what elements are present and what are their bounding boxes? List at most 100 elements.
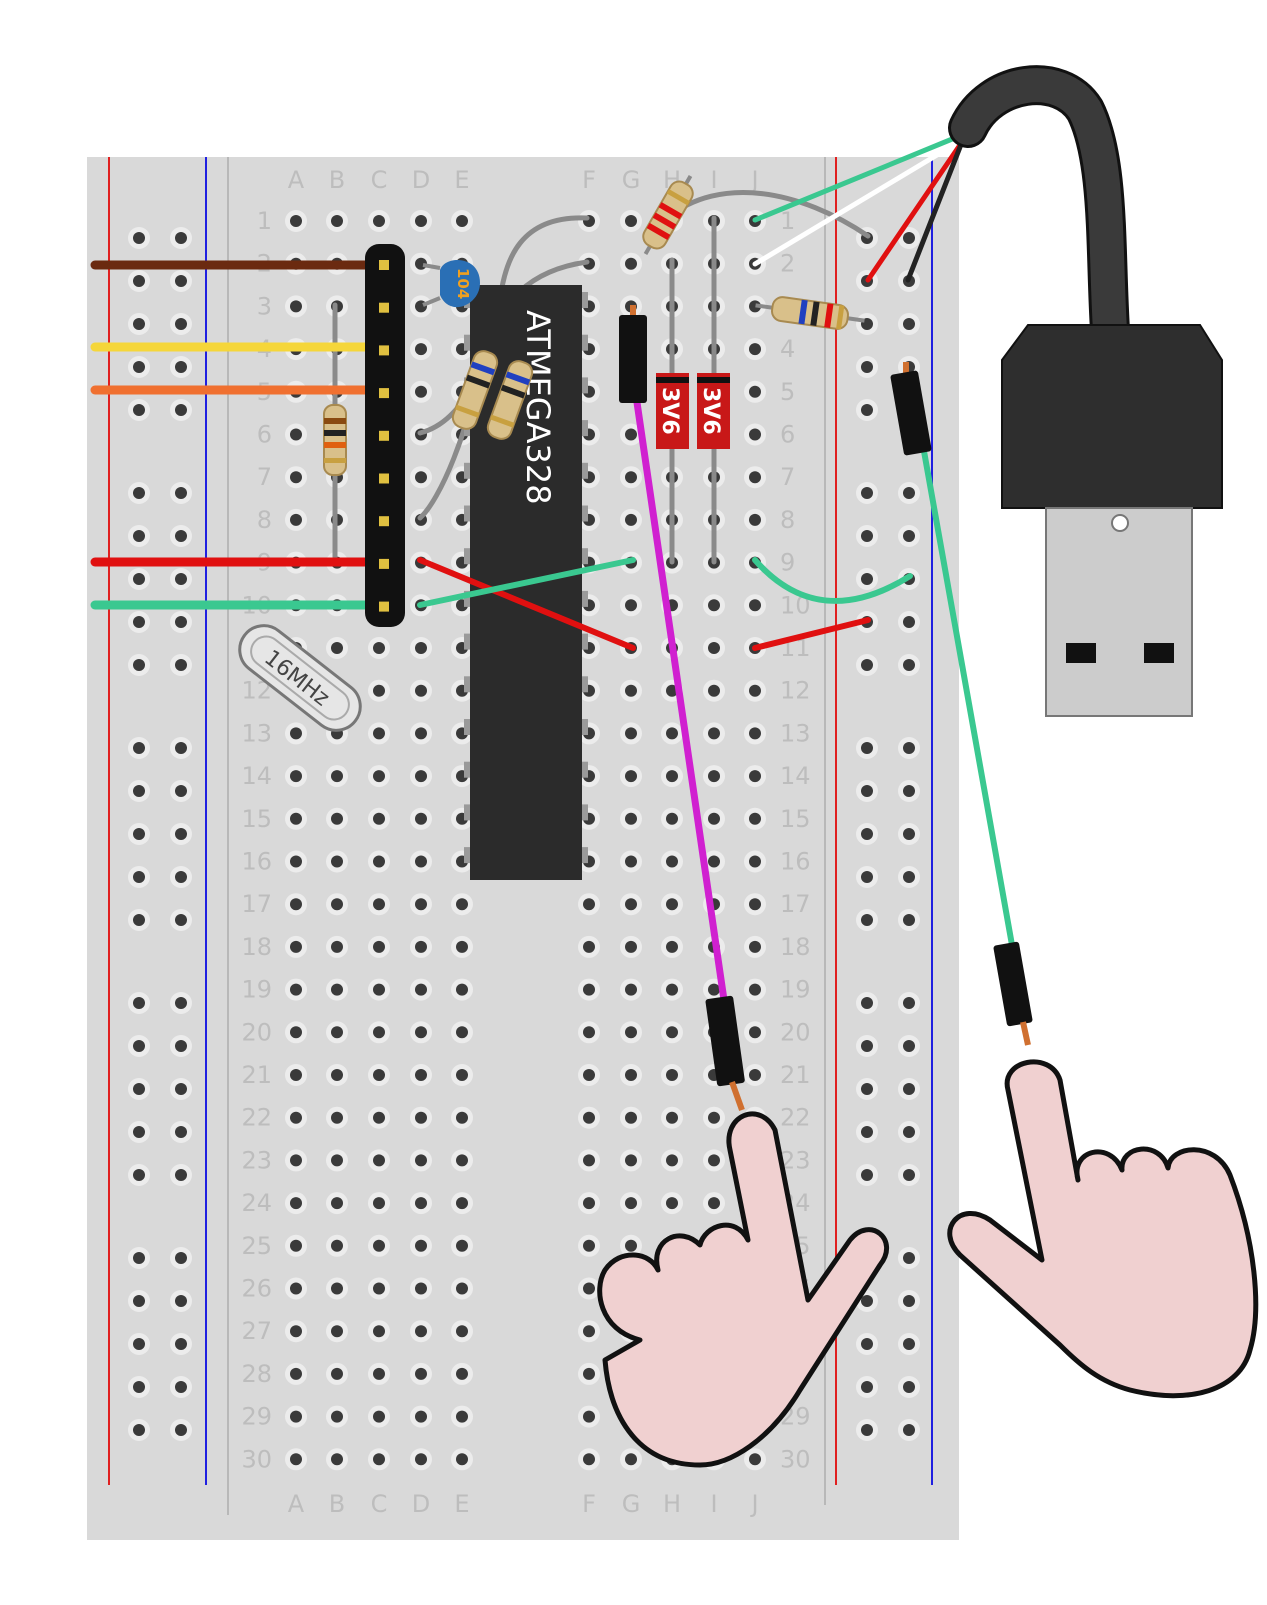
- rail-hole: [128, 1419, 150, 1441]
- row-label-left: 8: [257, 506, 272, 534]
- row-label-right: 1: [780, 207, 795, 235]
- hole: [285, 722, 307, 745]
- hole: [744, 466, 766, 489]
- chip-pin: [578, 377, 588, 394]
- chip-pin: [578, 462, 588, 479]
- hole: [661, 893, 683, 916]
- row-label-right: 7: [780, 463, 795, 491]
- rail-hole: [856, 525, 878, 547]
- rail-hole: [856, 313, 878, 335]
- red-wire-cross-1: [417, 557, 636, 651]
- resistor-3: [486, 360, 534, 440]
- hole: [620, 1106, 642, 1129]
- row-label-right: 8: [780, 506, 795, 534]
- hole: [620, 252, 642, 275]
- hole: [410, 1448, 432, 1471]
- rail-hole: [128, 525, 150, 547]
- chip-pin: [578, 719, 588, 735]
- rail-hole: [170, 823, 192, 845]
- hole: [285, 765, 307, 788]
- hole: [620, 978, 642, 1001]
- row-label-left: 7: [257, 463, 272, 491]
- column-label-bottom: E: [454, 1490, 469, 1518]
- row-label-left: 29: [241, 1403, 272, 1431]
- hole: [285, 807, 307, 830]
- hole: [285, 210, 307, 232]
- rail-hole: [170, 1333, 192, 1355]
- hole: [661, 807, 683, 830]
- header-pin: [379, 430, 389, 441]
- hole: [368, 978, 390, 1001]
- hole: [368, 1448, 390, 1471]
- hole: [410, 252, 432, 275]
- column-label-top: J: [749, 166, 758, 194]
- hole: [285, 466, 307, 489]
- hole: [620, 1149, 642, 1172]
- row-label-left: 27: [241, 1317, 272, 1345]
- hole: [451, 1234, 473, 1257]
- rail-hole: [898, 737, 920, 759]
- hole: [368, 637, 390, 659]
- column-label-top: B: [329, 166, 345, 194]
- chip-pin: [464, 633, 474, 650]
- hole: [410, 935, 432, 958]
- hole: [703, 1149, 725, 1172]
- hole: [620, 765, 642, 788]
- resistor-5: [755, 296, 865, 330]
- hole: [620, 893, 642, 916]
- row-label-left: 20: [241, 1018, 272, 1046]
- hole: [368, 1277, 390, 1300]
- zener-diode-1: 3V6: [656, 373, 689, 449]
- green-wire-cross-1: [417, 557, 636, 608]
- row-label-left: 25: [241, 1232, 272, 1260]
- hole: [326, 637, 348, 659]
- hole: [620, 423, 642, 446]
- rail-hole: [898, 1376, 920, 1398]
- rail-hole: [898, 1290, 920, 1312]
- hole: [451, 1405, 473, 1428]
- hole: [326, 850, 348, 873]
- rail-hole: [128, 780, 150, 802]
- row-label-right: 20: [780, 1018, 811, 1046]
- hole: [368, 1149, 390, 1172]
- rail-hole: [856, 1035, 878, 1057]
- rail-hole: [856, 737, 878, 759]
- rail-hole: [170, 992, 192, 1014]
- rail-hole: [170, 1247, 192, 1269]
- chip-pin: [464, 804, 474, 821]
- hole: [703, 850, 725, 873]
- hole: [620, 679, 642, 702]
- hole: [410, 807, 432, 830]
- column-label-bottom: I: [710, 1490, 717, 1518]
- usb-black-wire: [905, 139, 965, 283]
- hole: [410, 1192, 432, 1215]
- hole: [578, 935, 600, 958]
- rail-hole: [898, 1419, 920, 1441]
- rail-hole: [898, 525, 920, 547]
- rail-hole: [128, 737, 150, 759]
- rail-hole: [856, 823, 878, 845]
- rail-hole: [170, 525, 192, 547]
- hole: [620, 594, 642, 617]
- rail-hole: [856, 1078, 878, 1100]
- row-label-left: 26: [241, 1275, 272, 1303]
- header-pins: [379, 260, 389, 612]
- rail-hole: [856, 568, 878, 590]
- hole: [285, 1021, 307, 1044]
- rail-hole: [898, 1035, 920, 1057]
- rail-hole: [856, 1333, 878, 1355]
- hole: [661, 1064, 683, 1086]
- hole: [451, 935, 473, 958]
- hole: [326, 1021, 348, 1044]
- rail-hole: [128, 1078, 150, 1100]
- chip-pin: [464, 505, 474, 522]
- hole: [744, 765, 766, 788]
- rail-hole: [170, 611, 192, 633]
- hole: [744, 338, 766, 361]
- hole: [410, 893, 432, 916]
- chip-pin: [464, 719, 474, 735]
- column-label-top: E: [454, 166, 469, 194]
- pin-header: [365, 244, 405, 627]
- column-label-top: C: [371, 166, 388, 194]
